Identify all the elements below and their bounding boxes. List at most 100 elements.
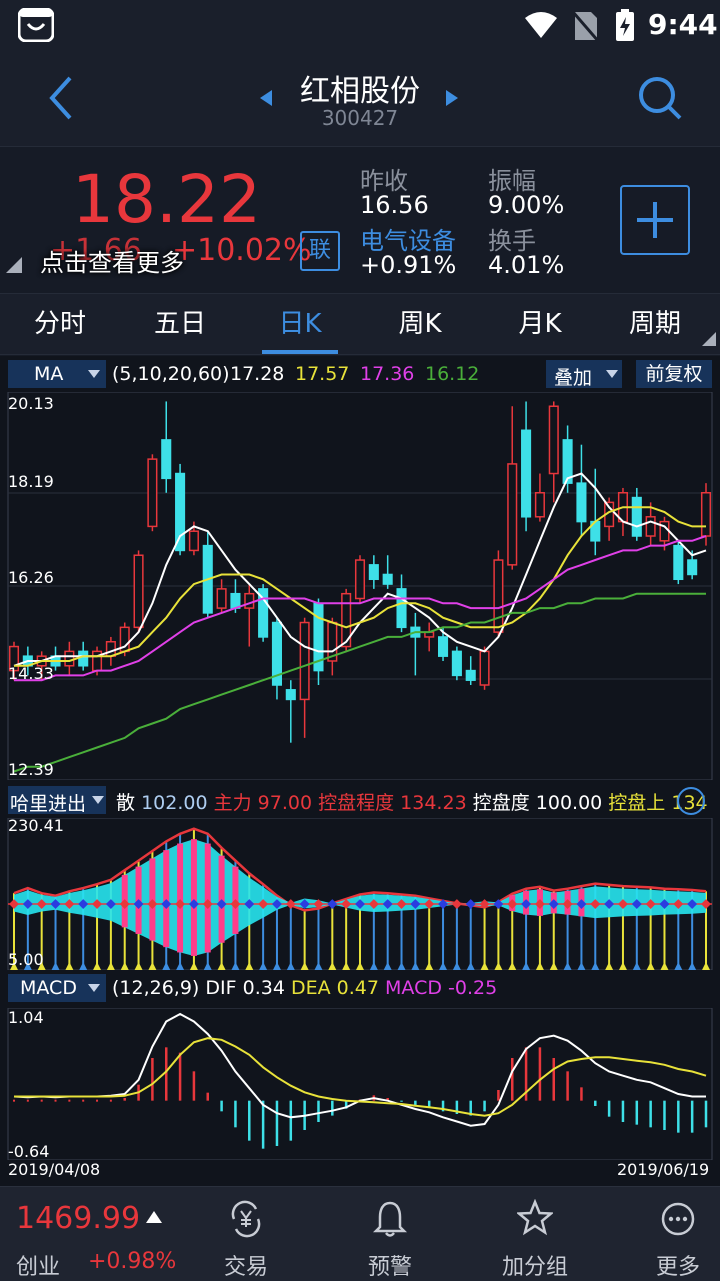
hali-base-marker [618,962,627,970]
hali-y-top: 230.41 [8,816,64,835]
index-quote[interactable]: 1469.99 创业 +0.98% [0,1187,190,1281]
hali-base-marker [93,962,102,970]
index-change: +0.98% [88,1249,177,1274]
candle-body [230,592,241,609]
add-watchlist-button[interactable] [620,185,690,255]
ma20-line [14,535,707,682]
candle-body [188,530,199,552]
hali-center-dot [590,899,601,909]
index-name: 创业 [16,1255,61,1280]
back-arrow-icon[interactable] [44,74,78,122]
next-stock-icon[interactable] [444,88,460,108]
candle-body [521,429,532,518]
kline-y-label-2: 18.19 [8,472,54,491]
hali-base-marker [162,962,171,970]
candle-body [479,650,490,686]
hali-base-marker [231,962,240,970]
prev-stock-icon[interactable] [258,88,274,108]
adjust-button[interactable]: 前复权 [636,360,712,388]
hali-base-marker [369,962,378,970]
hali-base-marker [176,962,185,970]
hali-base-marker [10,962,18,970]
hali-center-dot [631,899,642,909]
nav-alert-label: 预警 [367,1255,412,1280]
candle-body [258,588,269,638]
hali-base-marker [466,962,475,970]
star-icon [517,1199,553,1236]
hali-base-marker [508,962,517,970]
hali-base-marker [605,962,614,970]
candle-body [437,636,449,657]
macd-label: MACD [385,977,442,999]
tooltip-text[interactable]: 点击查看更多 [40,249,184,277]
kline-y-label-top: 20.13 [8,394,54,413]
hali-base-marker [23,962,32,970]
hali-center-dot [521,899,532,909]
nav-group[interactable]: 加分组 [485,1187,585,1281]
hali-base-marker [37,962,46,970]
linked-button[interactable]: 联 [300,231,340,271]
candle-body [216,588,227,609]
candle-body [271,621,283,686]
ma60-line [13,592,706,773]
ma5-value: 17.28 [230,363,285,385]
nav-trade[interactable]: 交易 [196,1187,296,1281]
amplitude-label: 振幅 [488,167,536,195]
candle-body [465,669,476,681]
hali-base-marker [134,962,143,970]
hali-frame [7,818,713,970]
hali-base-marker [272,962,281,970]
candle-body [161,439,172,480]
tab-zhouk[interactable]: 周K [398,309,442,339]
battery-charging-icon [616,9,634,41]
hali-indicator-select[interactable]: 哈里进出 [8,786,106,815]
hali-center-dot [645,899,656,909]
active-tab-indicator [262,350,338,354]
candle-body [507,463,518,566]
hali-base-marker [535,962,544,970]
hali-center-dot [576,899,587,909]
dea-value: 0.47 [336,977,379,999]
tab-yuek[interactable]: 月K [518,309,562,339]
hali-base-marker [563,962,572,970]
hali-base-marker [549,962,558,970]
candle-body [687,559,698,576]
kline-chart[interactable] [0,392,720,780]
macd-chart[interactable] [0,1008,720,1160]
overlay-select[interactable]: 叠加 [546,360,622,389]
tab-rik[interactable]: 日K [278,309,322,339]
hali-base-marker [356,962,364,970]
sector-name[interactable]: 电气设备 [360,227,456,255]
hali-center-dot [465,899,476,909]
macd-indicator-select[interactable]: MACD [8,974,106,1002]
hali-pink-bar [177,843,184,953]
no-sim-icon [573,11,599,42]
dea-line [14,1037,707,1117]
prev-close-value: 16.56 [360,191,429,219]
quote-panel: 18.22 +1.66 +10.02% 点击查看更多 联 昨收 16.56 电气… [0,147,720,294]
nav-more[interactable]: 更多 [628,1187,720,1281]
nav-trade-label: 交易 [223,1255,268,1280]
ma-indicator-select[interactable]: MA [8,360,106,388]
tab-zhouqi[interactable]: 周期 [628,309,681,339]
dea-label: DEA [290,977,331,999]
nav-alert[interactable]: 预警 [340,1187,440,1281]
hali-center-dot [701,899,711,909]
more-icon [661,1202,695,1236]
clock: 9:44 [648,8,718,41]
settings-circle-icon[interactable] [676,786,706,816]
tab-wuri[interactable]: 五日 [153,309,206,339]
hali-base-marker [591,962,600,970]
search-icon[interactable] [636,74,684,122]
last-price[interactable]: 18.22 [72,161,261,238]
period-tabs: 分时 五日 日K 周K 月K 周期 [0,294,720,355]
hali-base-marker [411,962,420,970]
kongpan-du-value: 100.00 [535,792,603,814]
hali-chart[interactable] [0,818,720,970]
tab-fenshi[interactable]: 分时 [33,309,86,339]
candle-body [285,689,296,701]
dif-label: DIF [205,977,237,999]
dif-value: 0.34 [242,977,285,999]
price-change-pct: +10.02% [172,233,312,268]
candle-body [175,472,186,552]
